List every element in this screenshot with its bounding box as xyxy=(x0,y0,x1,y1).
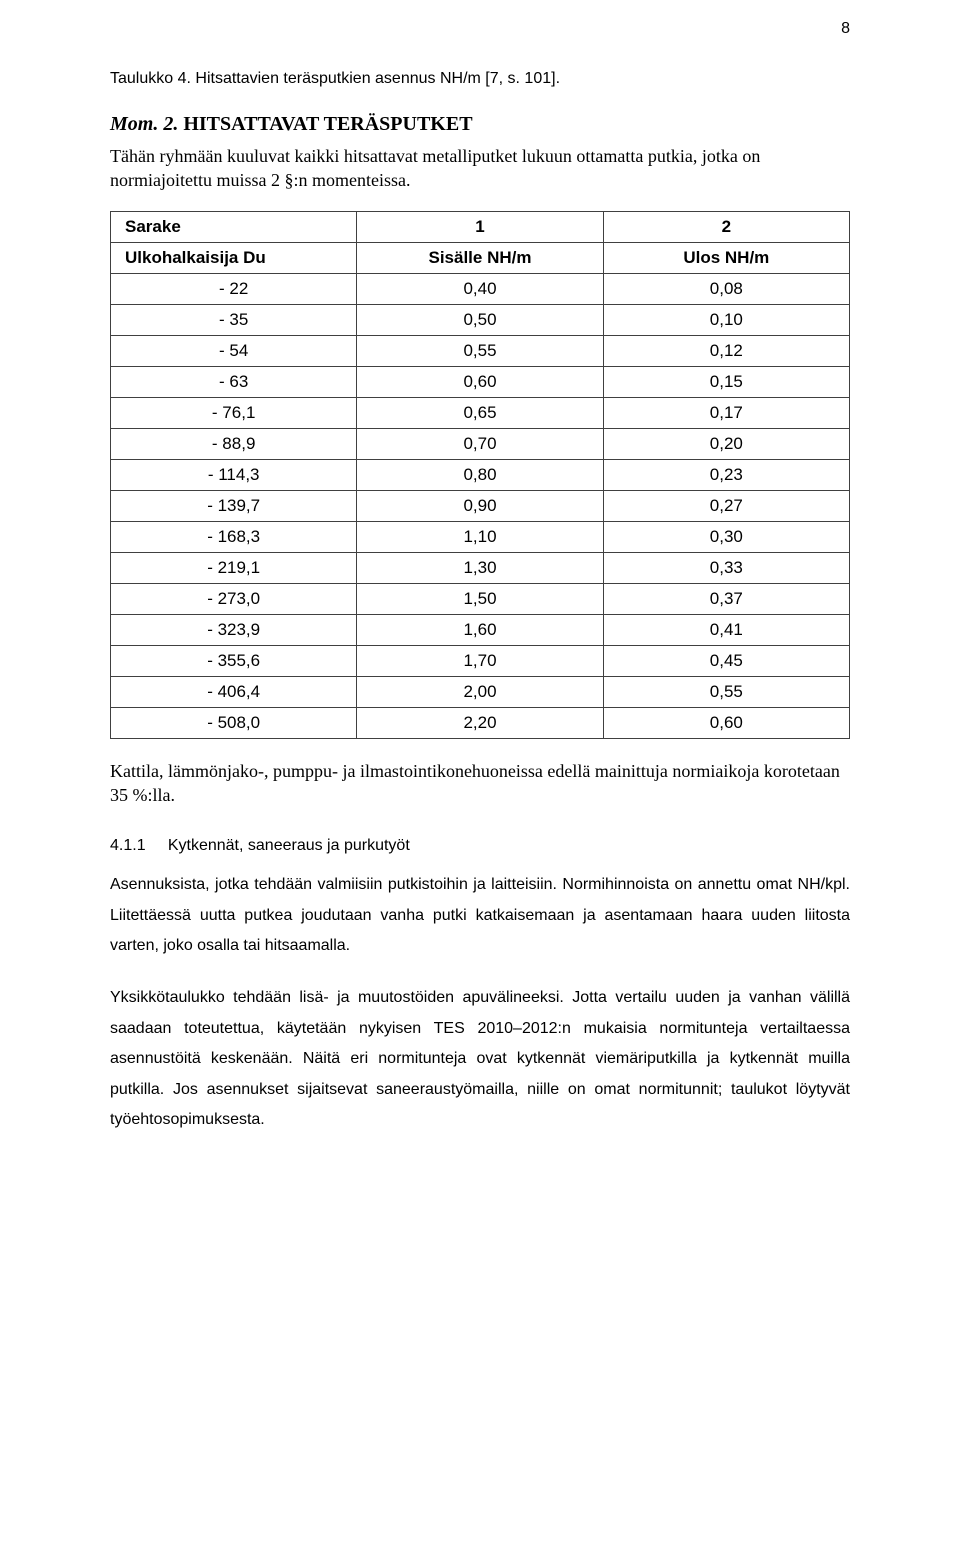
table-row: - 630,600,15 xyxy=(111,366,850,397)
cell-in: 0,65 xyxy=(357,397,603,428)
cell-out: 0,10 xyxy=(603,304,849,335)
cell-out: 0,20 xyxy=(603,428,849,459)
cell-du: - 88,9 xyxy=(111,428,357,459)
table-footnote: Kattila, lämmönjako-, pumppu- ja ilmasto… xyxy=(110,759,850,808)
cell-du: - 168,3 xyxy=(111,521,357,552)
table-row: - 139,70,900,27 xyxy=(111,490,850,521)
cell-in: 0,90 xyxy=(357,490,603,521)
cell-in: 1,10 xyxy=(357,521,603,552)
cell-in: 1,50 xyxy=(357,583,603,614)
table-header-row-2: Ulkohalkaisija Du Sisälle NH/m Ulos NH/m xyxy=(111,242,850,273)
cell-du: - 219,1 xyxy=(111,552,357,583)
cell-du: - 63 xyxy=(111,366,357,397)
section-title: Kytkennät, saneeraus ja purkutyöt xyxy=(168,837,410,854)
th-ulkohalkaisija: Ulkohalkaisija Du xyxy=(111,242,357,273)
th-sisalle: Sisälle NH/m xyxy=(357,242,603,273)
cell-out: 0,33 xyxy=(603,552,849,583)
cell-out: 0,30 xyxy=(603,521,849,552)
cell-du: - 406,4 xyxy=(111,676,357,707)
cell-in: 2,20 xyxy=(357,707,603,738)
cell-out: 0,27 xyxy=(603,490,849,521)
table-row: - 219,11,300,33 xyxy=(111,552,850,583)
table-row: - 76,10,650,17 xyxy=(111,397,850,428)
th-col2: 2 xyxy=(603,211,849,242)
section-para-2: Yksikkötaulukko tehdään lisä- ja muutost… xyxy=(110,983,850,1135)
page-number: 8 xyxy=(841,20,850,38)
cell-out: 0,12 xyxy=(603,335,849,366)
cell-out: 0,45 xyxy=(603,645,849,676)
cell-out: 0,60 xyxy=(603,707,849,738)
section-number: 4.1.1 xyxy=(110,837,146,854)
cell-in: 0,70 xyxy=(357,428,603,459)
cell-in: 0,50 xyxy=(357,304,603,335)
cell-du: - 54 xyxy=(111,335,357,366)
mom-title-text: HITSATTAVAT TERÄSPUTKET xyxy=(183,113,472,135)
table-row: - 88,90,700,20 xyxy=(111,428,850,459)
cell-du: - 355,6 xyxy=(111,645,357,676)
table-row: - 114,30,800,23 xyxy=(111,459,850,490)
cell-du: - 76,1 xyxy=(111,397,357,428)
table-row: - 540,550,12 xyxy=(111,335,850,366)
table-row: - 350,500,10 xyxy=(111,304,850,335)
table-header-row-1: Sarake 1 2 xyxy=(111,211,850,242)
cell-du: - 22 xyxy=(111,273,357,304)
cell-in: 2,00 xyxy=(357,676,603,707)
table-row: - 323,91,600,41 xyxy=(111,614,850,645)
table-row: - 355,61,700,45 xyxy=(111,645,850,676)
mom-heading: Mom. 2. HITSATTAVAT TERÄSPUTKET xyxy=(110,113,850,136)
table-row: - 273,01,500,37 xyxy=(111,583,850,614)
section-para-1: Asennuksista, jotka tehdään valmiisiin p… xyxy=(110,870,850,961)
cell-du: - 35 xyxy=(111,304,357,335)
table-row: - 168,31,100,30 xyxy=(111,521,850,552)
table-row: - 508,02,200,60 xyxy=(111,707,850,738)
cell-du: - 114,3 xyxy=(111,459,357,490)
page: 8 Taulukko 4. Hitsattavien teräsputkien … xyxy=(0,0,960,1545)
th-ulos: Ulos NH/m xyxy=(603,242,849,273)
cell-out: 0,55 xyxy=(603,676,849,707)
cell-out: 0,23 xyxy=(603,459,849,490)
cell-du: - 508,0 xyxy=(111,707,357,738)
cell-du: - 273,0 xyxy=(111,583,357,614)
cell-in: 0,60 xyxy=(357,366,603,397)
cell-in: 0,40 xyxy=(357,273,603,304)
mom-intro: Tähän ryhmään kuuluvat kaikki hitsattava… xyxy=(110,144,850,193)
cell-in: 1,30 xyxy=(357,552,603,583)
cell-out: 0,17 xyxy=(603,397,849,428)
cell-in: 1,60 xyxy=(357,614,603,645)
cell-out: 0,41 xyxy=(603,614,849,645)
th-sarake: Sarake xyxy=(111,211,357,242)
cell-in: 1,70 xyxy=(357,645,603,676)
cell-out: 0,15 xyxy=(603,366,849,397)
table-body: - 220,400,08- 350,500,10- 540,550,12- 63… xyxy=(111,273,850,738)
cell-in: 0,55 xyxy=(357,335,603,366)
cell-out: 0,08 xyxy=(603,273,849,304)
cell-du: - 139,7 xyxy=(111,490,357,521)
mom-number: Mom. 2. xyxy=(110,113,178,135)
th-col1: 1 xyxy=(357,211,603,242)
section-heading: 4.1.1 Kytkennät, saneeraus ja purkutyöt xyxy=(110,837,850,855)
cell-out: 0,37 xyxy=(603,583,849,614)
table-caption: Taulukko 4. Hitsattavien teräsputkien as… xyxy=(110,70,850,88)
cell-in: 0,80 xyxy=(357,459,603,490)
cell-du: - 323,9 xyxy=(111,614,357,645)
table-row: - 406,42,000,55 xyxy=(111,676,850,707)
norm-table: Sarake 1 2 Ulkohalkaisija Du Sisälle NH/… xyxy=(110,211,850,739)
table-row: - 220,400,08 xyxy=(111,273,850,304)
